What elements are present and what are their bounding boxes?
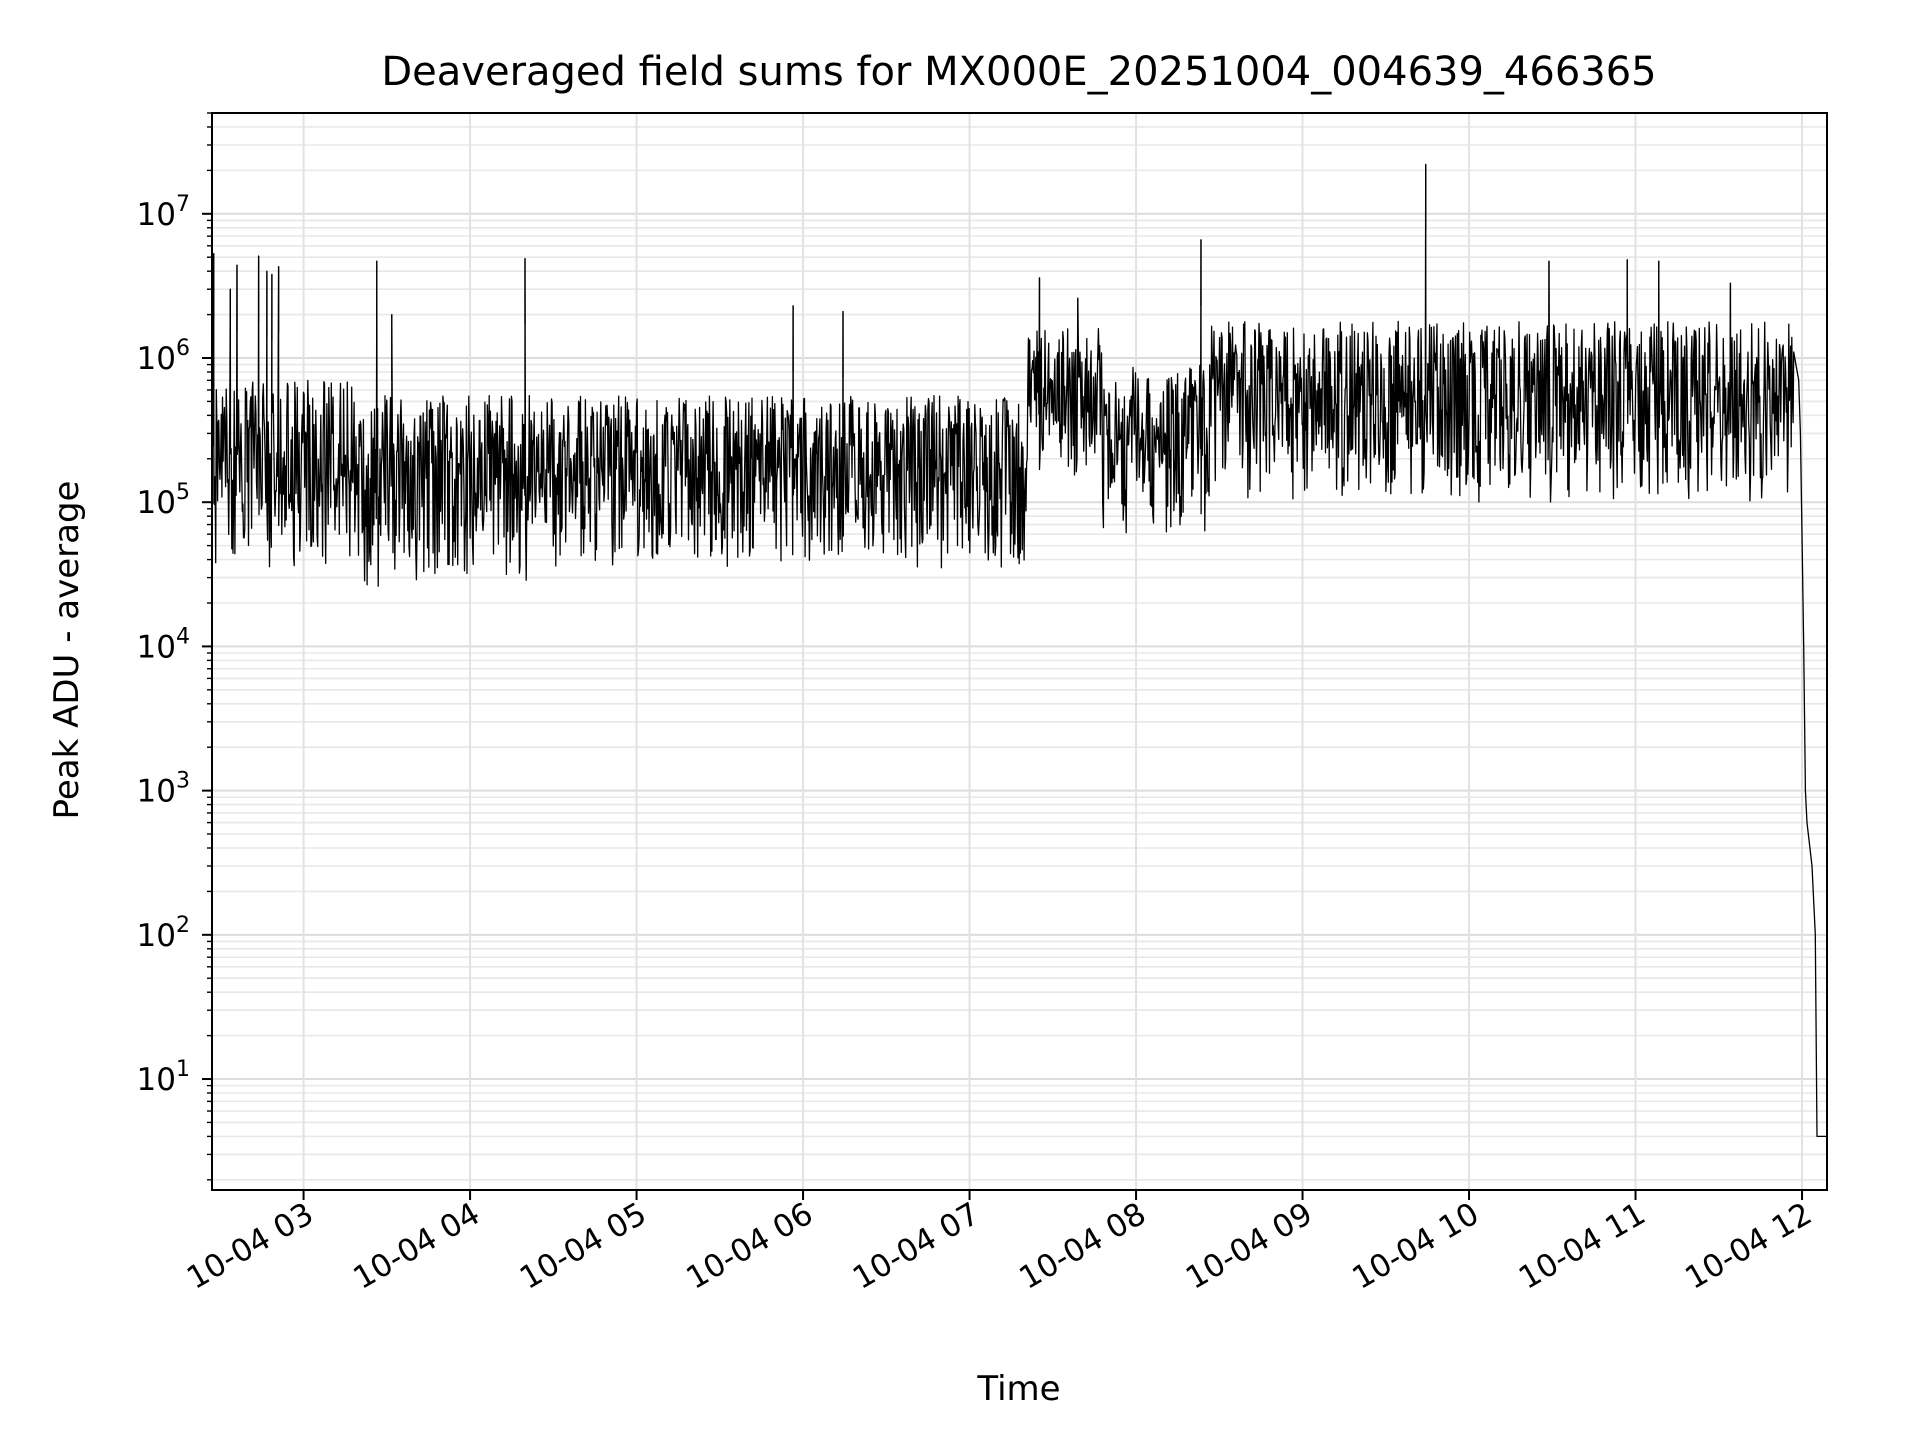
y-tick-exponent: 6 <box>176 336 190 361</box>
y-tick-exponent: 1 <box>176 1057 190 1082</box>
y-tick-exponent: 4 <box>176 624 190 649</box>
y-tick-label: 107 <box>137 192 190 233</box>
y-tick-base: 10 <box>137 341 176 377</box>
y-tick-base: 10 <box>137 1062 176 1098</box>
grid-layer <box>212 112 1827 1190</box>
chart-title: Deaveraged field sums for MX000E_2025100… <box>381 49 1656 95</box>
y-tick-exponent: 2 <box>176 913 190 938</box>
y-tick-label: 102 <box>137 913 190 954</box>
plot-frame <box>211 112 1828 1191</box>
series-line-field-sums <box>212 163 1826 1138</box>
y-tick-exponent: 3 <box>176 769 190 794</box>
y-tick-base: 10 <box>137 197 176 233</box>
series-layer <box>212 163 1826 1138</box>
y-tick-label: 104 <box>137 624 190 665</box>
y-tick-label: 101 <box>137 1057 190 1098</box>
x-axis-label: Time <box>976 1369 1060 1409</box>
y-tick-label: 103 <box>137 769 190 810</box>
y-tick-label: 106 <box>137 336 190 377</box>
y-tick-base: 10 <box>137 774 176 810</box>
y-tick-label: 105 <box>137 480 190 521</box>
y-tick-exponent: 7 <box>176 192 190 217</box>
y-tick-base: 10 <box>137 485 176 521</box>
y-tick-exponent: 5 <box>176 480 190 505</box>
y-tick-base: 10 <box>137 629 176 665</box>
y-axis-label: Peak ADU - average <box>47 481 87 820</box>
y-tick-base: 10 <box>137 918 176 954</box>
